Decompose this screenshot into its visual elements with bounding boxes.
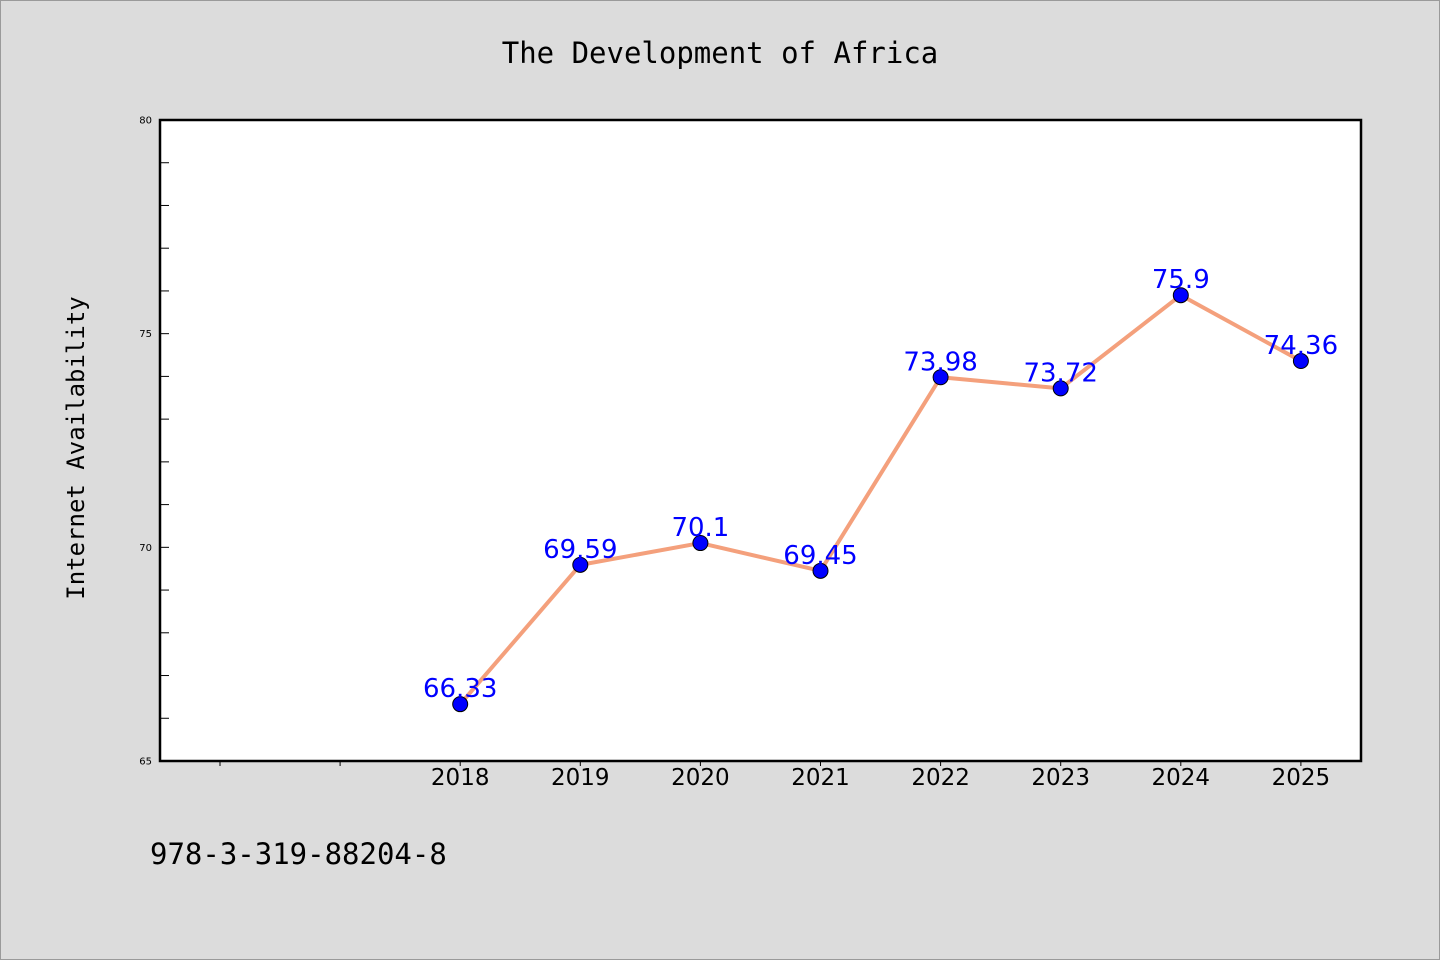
y-tick-label: 65 [139,757,152,768]
data-label: 70.1 [671,513,729,543]
plot-area [158,118,1363,763]
chart-title: The Development of Africa [502,36,939,70]
data-point [1292,353,1309,370]
x-tick-label: 2023 [1031,765,1090,791]
x-tick-label: 2025 [1272,765,1331,791]
data-point [1052,380,1069,397]
x-tick-label: 2019 [551,765,610,791]
footer-isbn: 978-3-319-88204-8 [150,837,447,871]
data-label: 66.33 [423,674,497,704]
data-point [452,696,469,713]
data-label: 73.72 [1023,358,1097,388]
x-axis-ticks: 2018 2019 2020 2021 2022 2023 2024 2025 [219,761,1331,791]
data-point [572,556,589,573]
data-label: 73.98 [903,347,977,377]
series-line [458,293,1303,707]
data-point [692,535,709,552]
x-tick-label: 2018 [431,765,490,791]
data-label: 75.9 [1152,265,1210,295]
y-axis-ticks: 65 70 75 80 [139,116,169,768]
y-tick-label: 70 [139,543,152,554]
data-point [932,369,949,386]
x-tick-label: 2024 [1152,765,1211,791]
data-label: 69.59 [543,535,617,565]
x-tick-label: 2021 [791,765,850,791]
series-layer: 66.33 69.59 70.1 69.45 73.98 73.72 75.9 74.36 [423,265,1338,713]
data-point [1172,287,1189,304]
x-tick-label: 2022 [911,765,970,791]
y-tick-label: 80 [139,116,152,127]
data-point [812,562,829,579]
x-tick-label: 2020 [671,765,730,791]
data-label: 69.45 [783,541,857,571]
y-tick-label: 75 [139,329,152,340]
data-label: 74.36 [1264,331,1338,361]
y-axis-label: Internet Availability [62,296,90,599]
